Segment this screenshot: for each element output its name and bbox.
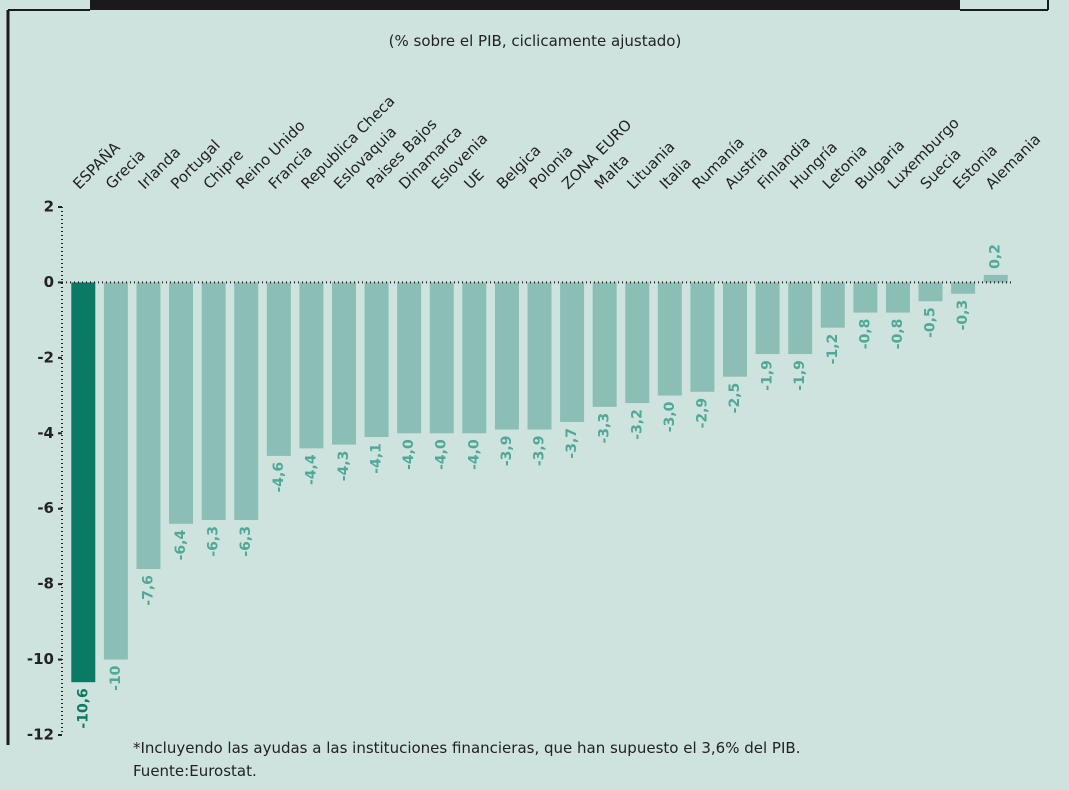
footnote: Fuente:Eurostat. [133,762,257,780]
data-label: -1,2 [825,334,841,365]
subtitle: (% sobre el PIB, ciclicamente ajustado) [389,32,682,50]
bar [657,282,682,396]
bar [951,282,976,294]
bar [820,282,845,328]
y-tick-label: -6 [37,499,54,517]
footnote: *Incluyendo las ayudas a las institucion… [133,739,800,757]
bar [201,282,226,521]
data-label: -3,0 [662,401,678,432]
data-label: -4,1 [369,443,385,474]
y-tick-label: -8 [37,575,54,593]
bar [755,282,780,355]
bar [788,282,813,355]
data-label: -3,2 [629,409,645,440]
data-label: -0,5 [923,307,939,338]
data-label: -6,3 [206,526,222,557]
bar [136,282,161,570]
bar [983,274,1008,283]
data-label: -6,4 [173,530,189,561]
data-label: -0,8 [890,319,906,350]
bar [364,282,389,438]
bar [234,282,259,521]
data-label: -1,9 [792,360,808,391]
bar [331,282,356,445]
title-bar [90,0,960,10]
data-label: -3,9 [532,436,548,467]
data-label: -7,6 [140,575,156,606]
data-label: -3,7 [564,428,580,459]
bar [885,282,910,313]
data-label: -10,6 [75,688,91,728]
data-label: -2,9 [694,398,710,429]
data-label: -3,9 [499,436,515,467]
data-label: -4,0 [434,439,450,470]
data-label: -1,9 [760,360,776,391]
data-label: -4,0 [466,439,482,470]
y-tick-label: 0 [44,273,54,291]
data-label: -6,3 [238,526,254,557]
y-tick-label: -10 [27,650,54,668]
x-tick-label: UE [460,166,487,193]
y-tick-label: -2 [37,348,54,366]
y-tick-label: 2 [44,198,54,216]
bar [853,282,878,313]
bar [592,282,617,407]
data-label: -4,3 [336,451,352,482]
y-tick-label: -4 [37,424,54,442]
bar [71,282,96,683]
data-label: -0,8 [857,319,873,350]
bar [103,282,128,660]
bar [625,282,650,404]
bar [723,282,748,377]
bar [918,282,943,302]
data-label: -4,0 [401,439,417,470]
bar [397,282,422,434]
bar [527,282,552,430]
bar [429,282,454,434]
data-label: 0,2 [988,244,1004,269]
bar [169,282,194,524]
bar [462,282,487,434]
bar [690,282,715,392]
data-label: -3,3 [597,413,613,444]
data-label: -0,3 [955,300,971,331]
bar [560,282,585,422]
bar [299,282,324,449]
data-label: -10 [108,665,124,691]
data-label: -4,4 [303,454,319,485]
data-label: -4,6 [271,462,287,493]
bar [266,282,291,456]
data-label: -2,5 [727,383,743,414]
y-tick-label: -12 [27,726,54,744]
bar [494,282,519,430]
